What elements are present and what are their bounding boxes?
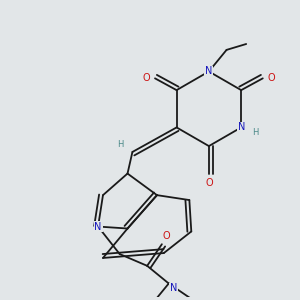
- Text: N: N: [170, 284, 177, 293]
- Text: N: N: [94, 222, 102, 232]
- Text: H: H: [252, 128, 258, 137]
- Text: O: O: [205, 178, 213, 188]
- Text: H: H: [118, 140, 124, 148]
- Text: O: O: [268, 74, 275, 83]
- Text: N: N: [205, 67, 213, 76]
- Text: N: N: [238, 122, 245, 132]
- Text: O: O: [142, 74, 150, 83]
- Text: O: O: [163, 231, 171, 242]
